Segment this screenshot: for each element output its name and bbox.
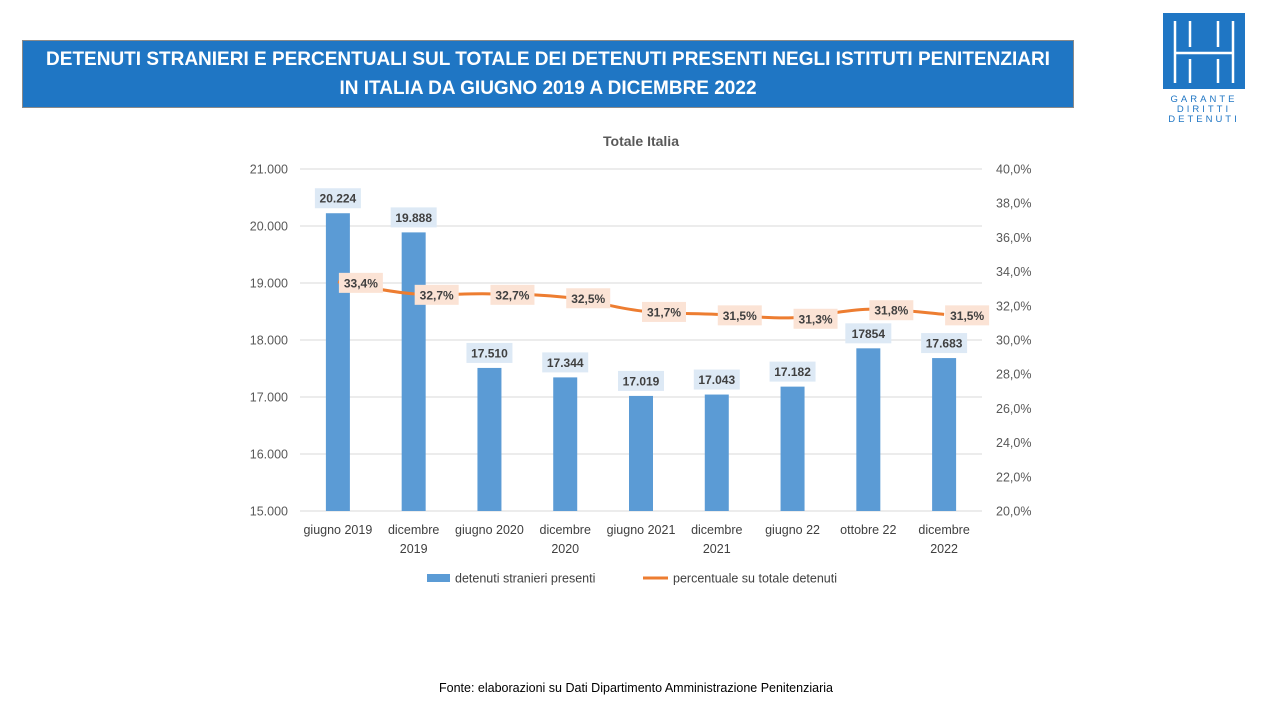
y-left-tick-label: 16.000: [250, 448, 288, 462]
bar-label-box: [314, 188, 361, 209]
line-data-label: 32,5%: [571, 292, 605, 306]
y-right-tick-label: 28,0%: [996, 368, 1031, 382]
bar-label-box: [618, 370, 664, 391]
bar-data-label: 17854: [852, 327, 886, 341]
bar-data-label: 20.224: [320, 192, 357, 206]
header-banner: DETENUTI STRANIERI E PERCENTUALI SUL TOT…: [22, 40, 1074, 108]
y-right-tick-label: 20,0%: [996, 505, 1031, 519]
bar: [856, 348, 881, 511]
line-data-label: 31,3%: [799, 312, 833, 326]
x-tick-label: dicembre: [918, 523, 969, 537]
line-data-label: 32,7%: [420, 288, 454, 302]
bar-data-label: 17.510: [471, 346, 508, 360]
bar-label-box: [542, 352, 589, 373]
line-label-box: [338, 272, 383, 293]
line-label-box: [642, 301, 686, 322]
legend-swatch-bars: [427, 574, 450, 582]
x-tick-label: ottobre 22: [840, 523, 896, 537]
logo-line-1: GARANTE: [1170, 94, 1238, 105]
line-label-box: [869, 300, 914, 321]
y-left-tick-label: 21.000: [250, 163, 288, 177]
bar: [553, 377, 578, 511]
line-data-label: 31,7%: [647, 305, 681, 319]
bar-label-box: [693, 369, 740, 390]
legend-label-bars: detenuti stranieri presenti: [455, 572, 595, 586]
y-right-tick-label: 36,0%: [996, 231, 1031, 245]
y-left-tick-label: 20.000: [250, 220, 288, 234]
y-right-tick-label: 30,0%: [996, 334, 1031, 348]
y-right-tick-label: 40,0%: [996, 163, 1031, 177]
chart-title: Totale Italia: [603, 133, 679, 149]
bar-label-box: [466, 342, 513, 363]
line-label-box: [566, 288, 611, 309]
bar-label-box: [769, 361, 816, 382]
x-tick-label: 2021: [703, 542, 731, 556]
x-tick-label: dicembre: [691, 523, 742, 537]
logo-emblem-graphic: [1173, 21, 1235, 83]
y-left-tick-label: 18.000: [250, 334, 288, 348]
line-data-label: 31,5%: [723, 309, 757, 323]
line-data-label: 31,8%: [874, 304, 908, 318]
y-right-tick-label: 32,0%: [996, 299, 1031, 313]
bar-data-label: 17.019: [623, 374, 660, 388]
bar: [932, 358, 957, 511]
line-label-box: [414, 284, 459, 305]
y-right-tick-label: 24,0%: [996, 436, 1031, 450]
bar-data-label: 17.683: [926, 337, 963, 351]
bar-data-label: 17.182: [774, 365, 811, 379]
bar: [629, 395, 653, 511]
logo-line-3: DETENUTI: [1168, 114, 1240, 125]
y-right-tick-label: 22,0%: [996, 470, 1031, 484]
bar-data-label: 19.888: [395, 211, 432, 225]
line-label-box: [793, 308, 838, 329]
x-tick-label: dicembre: [388, 523, 439, 537]
bar-label-box: [845, 323, 892, 344]
x-tick-label: 2020: [551, 542, 579, 556]
x-tick-label: dicembre: [540, 523, 591, 537]
y-left-tick-label: 19.000: [250, 277, 288, 291]
line-label-box: [490, 284, 535, 305]
logo-line-2: DIRITTI: [1176, 104, 1232, 115]
bar-label-box: [921, 333, 968, 354]
bar-label-box: [390, 207, 437, 228]
y-left-tick-label: 17.000: [250, 391, 288, 405]
x-tick-label: 2019: [400, 542, 428, 556]
x-tick-label: giugno 2019: [303, 523, 372, 537]
logo: GARANTE DIRITTI DETENUTI: [1163, 13, 1245, 125]
x-tick-label: giugno 2021: [607, 523, 676, 537]
bar: [401, 232, 426, 511]
y-right-tick-label: 26,0%: [996, 402, 1031, 416]
combo-chart: Totale Italia 15.000 16.000 17.000 18.000 19.…: [250, 133, 1032, 586]
y-right-tick-label: 38,0%: [996, 197, 1031, 211]
y-right-tick-label: 34,0%: [996, 265, 1031, 279]
line-data-label: 31,5%: [950, 309, 984, 323]
y-left-tick-label: 15.000: [250, 505, 288, 519]
x-tick-label: giugno 2020: [455, 523, 524, 537]
x-tick-label: 2022: [930, 542, 958, 556]
header-title-line-2: IN ITALIA DA GIUGNO 2019 A DICEMBRE 2022: [339, 78, 757, 99]
bar: [780, 386, 805, 511]
source-note: Fonte: elaborazioni su Dati Dipartimento…: [439, 681, 833, 695]
line-data-label: 32,7%: [495, 288, 529, 302]
line-data-label: 33,4%: [344, 276, 378, 290]
header-title-line-1: DETENUTI STRANIERI E PERCENTUALI SUL TOT…: [46, 49, 1050, 70]
bar-data-label: 17.043: [698, 373, 735, 387]
logo-text: GARANTE DIRITTI DETENUTI: [1163, 95, 1245, 125]
line-label-box: [945, 305, 990, 326]
bar: [325, 213, 350, 511]
logo-emblem: [1163, 13, 1245, 89]
bar: [704, 394, 729, 511]
bar-data-label: 17.344: [547, 356, 584, 370]
bar: [477, 367, 502, 511]
line-label-box: [717, 305, 762, 326]
x-tick-label: giugno 22: [765, 523, 820, 537]
legend-label-line: percentuale su totale detenuti: [673, 572, 837, 586]
